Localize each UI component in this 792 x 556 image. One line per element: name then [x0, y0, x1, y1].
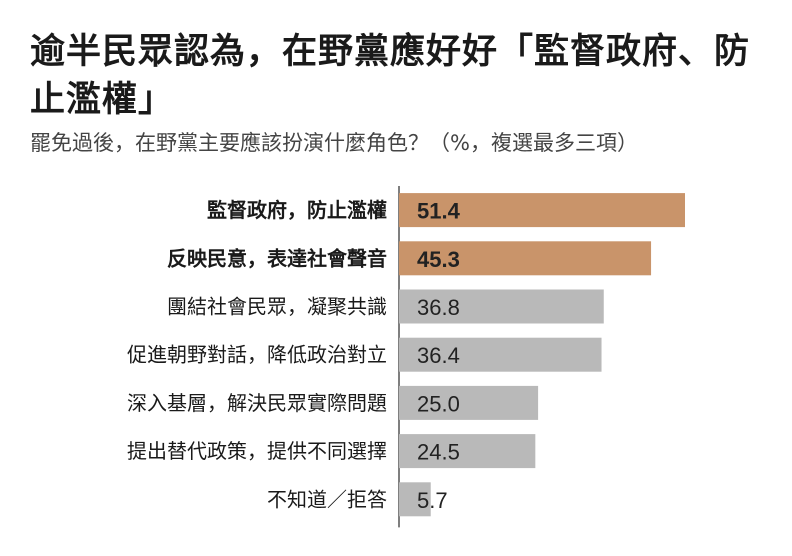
value-label: 25.0	[417, 391, 460, 416]
value-label: 5.7	[417, 488, 448, 513]
category-label: 促進朝野對話，降低政治對立	[127, 343, 387, 367]
category-label: 提出替代政策，提供不同選擇	[127, 439, 387, 463]
value-label: 36.4	[417, 343, 460, 368]
bar-1	[399, 241, 652, 276]
bar-0	[399, 193, 685, 228]
bar-3	[399, 337, 602, 372]
value-label: 24.5	[417, 440, 460, 465]
bar-2	[399, 289, 604, 324]
chart-subtitle: 罷免過後，在野黨主要應該扮演什麼角色？（%，複選最多三項）	[30, 131, 638, 155]
category-label: 監督政府，防止濫權	[207, 198, 387, 222]
value-label: 51.4	[417, 199, 461, 224]
bar-4	[399, 385, 539, 420]
value-label: 45.3	[417, 247, 460, 272]
category-label: 深入基層，解決民眾實際問題	[127, 391, 387, 415]
value-label: 36.8	[417, 295, 460, 320]
category-label: 反映民意，表達社會聲音	[167, 246, 387, 270]
category-label: 不知道／拒答	[267, 487, 387, 511]
category-label: 團結社會民眾，凝聚共識	[167, 295, 387, 319]
bar-5	[399, 434, 536, 469]
chart-title: 逾半民眾認為，在野黨應好好「監督政府、防止濫權」	[30, 32, 751, 120]
bar-6	[399, 482, 431, 517]
